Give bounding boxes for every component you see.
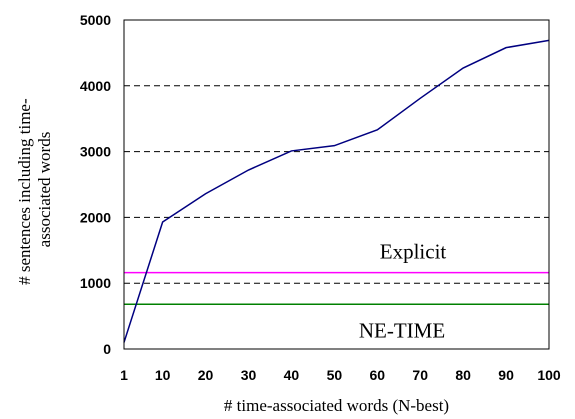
x-tick-label-2: 20 — [198, 367, 214, 383]
x-tick-label-8: 80 — [455, 367, 471, 383]
reference-label-1: NE-TIME — [359, 318, 445, 342]
plot-area-frame — [123, 19, 550, 350]
series-line — [123, 39, 550, 343]
x-tick-label-5: 50 — [327, 367, 343, 383]
x-tick-label-1: 10 — [155, 367, 171, 383]
gridlines — [124, 85, 549, 284]
x-tick-label-10: 100 — [537, 367, 561, 383]
reference-label-0: Explicit — [380, 240, 447, 264]
x-tick-label-6: 60 — [369, 367, 385, 383]
reference-lines — [124, 271, 549, 306]
y-axis-label-line-2: associated words — [35, 132, 54, 248]
y-tick-label-4: 4000 — [80, 78, 111, 94]
y-tick-label-0: 0 — [103, 341, 111, 357]
x-tick-label-7: 70 — [412, 367, 428, 383]
y-tick-label-1: 1000 — [80, 275, 111, 291]
y-axis-label: # sentences including time- associated w… — [15, 94, 54, 285]
x-tick-label-9: 90 — [498, 367, 514, 383]
y-tick-label-5: 5000 — [80, 12, 111, 28]
x-tick-label-4: 40 — [284, 367, 300, 383]
reference-line-labels: Explicit NE-TIME — [359, 240, 447, 343]
y-tick-labels: 0 1000 2000 3000 4000 5000 — [80, 12, 111, 357]
y-tick-label-3: 3000 — [80, 144, 111, 160]
x-axis-label: # time-associated words (N-best) — [224, 396, 449, 415]
x-tick-labels: 1 10 20 30 40 50 60 70 80 90 100 — [120, 367, 561, 383]
x-tick-label-3: 30 — [241, 367, 257, 383]
y-tick-label-2: 2000 — [80, 209, 111, 225]
y-axis-label-line-1: # sentences including time- — [15, 98, 34, 285]
x-tick-label-0: 1 — [120, 367, 128, 383]
